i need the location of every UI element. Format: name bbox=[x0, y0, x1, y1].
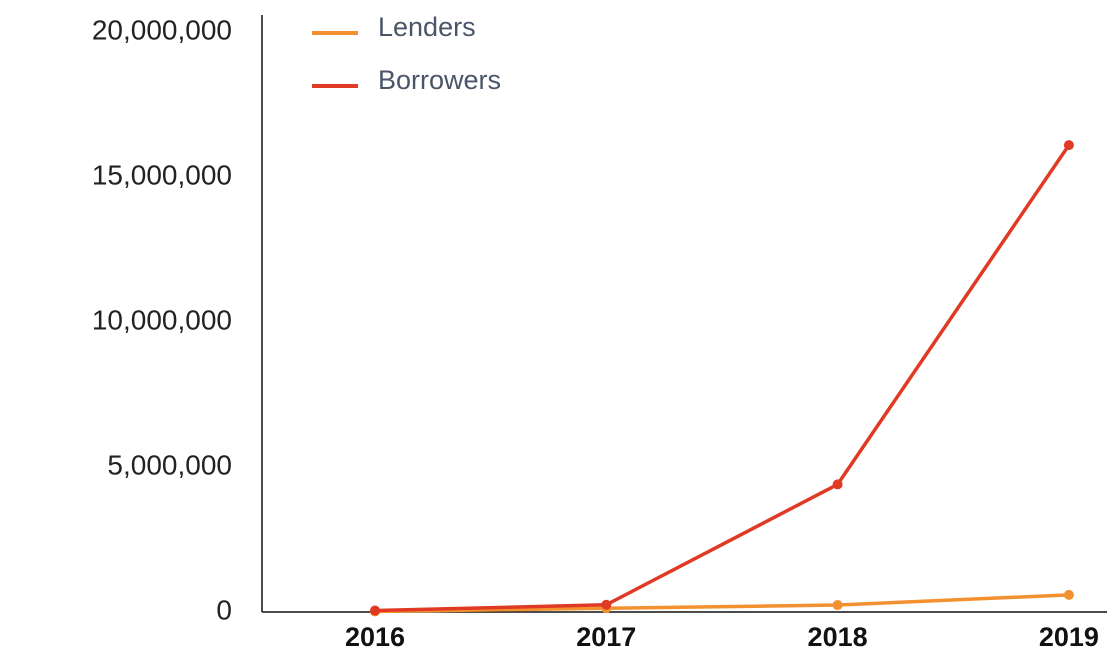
x-tick-label: 2018 bbox=[808, 622, 868, 652]
legend-label: Lenders bbox=[378, 12, 476, 42]
data-point bbox=[601, 599, 612, 610]
y-tick-label: 20,000,000 bbox=[92, 14, 232, 45]
data-point bbox=[832, 600, 843, 611]
x-tick-label: 2016 bbox=[345, 622, 405, 652]
series-line bbox=[374, 593, 1069, 614]
y-tick-label: 0 bbox=[216, 594, 232, 625]
y-tick-label: 10,000,000 bbox=[92, 304, 232, 335]
x-tick-label: 2019 bbox=[1039, 622, 1099, 652]
y-tick-label: 5,000,000 bbox=[107, 449, 232, 480]
data-point bbox=[370, 605, 380, 616]
data-point bbox=[832, 479, 843, 490]
data-point bbox=[1063, 589, 1074, 600]
x-tick-label: 2017 bbox=[576, 622, 636, 652]
legend-label: Borrowers bbox=[378, 65, 501, 95]
y-tick-label: 15,000,000 bbox=[92, 159, 232, 190]
data-point bbox=[1063, 140, 1074, 151]
series-line bbox=[374, 144, 1071, 613]
